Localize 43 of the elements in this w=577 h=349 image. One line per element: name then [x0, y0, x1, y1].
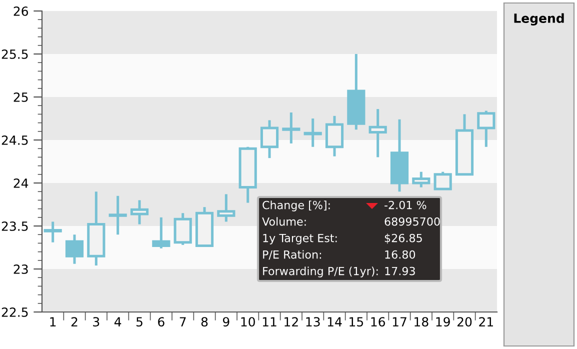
x-tick-label: 4 — [114, 317, 122, 326]
annotation: 1y Target Est: — [263, 234, 337, 244]
x-tick-label: 13 — [306, 317, 320, 327]
x-tick-label: 6 — [158, 317, 164, 327]
annotation: $26.85 — [384, 234, 422, 244]
x-tick-label: 12 — [284, 317, 298, 326]
annotation: -2.01 % — [384, 200, 426, 210]
annotation: P/E Ration: — [263, 250, 322, 260]
x-tick-label: 18 — [414, 317, 428, 327]
y-tick-label: 25.5 — [2, 49, 28, 59]
y-tick-label: 22.5 — [2, 307, 28, 317]
x-tick-label: 19 — [436, 317, 450, 327]
x-tick-label: 5 — [136, 317, 142, 327]
candlestick — [217, 192, 236, 223]
x-tick-label: 17 — [392, 317, 406, 326]
x-tick-label: 8 — [201, 317, 208, 327]
annotation: 68995700 — [384, 217, 440, 226]
x-tick-label: 7 — [180, 317, 186, 326]
y-tick-label: 26 — [14, 6, 28, 16]
candlestick — [65, 233, 84, 266]
x-tick-label: 2 — [71, 317, 78, 326]
x-tick-label: 20 — [457, 317, 472, 327]
y-tick-label: 24 — [14, 178, 28, 188]
y-tick-label: 25 — [14, 92, 28, 102]
y-tick-label: 23 — [14, 264, 28, 274]
annotation: 17.93 — [385, 266, 415, 276]
annotation: 16.80 — [385, 250, 416, 259]
x-tick-label: 10 — [241, 317, 255, 327]
x-tick-label: 21 — [479, 317, 493, 326]
x-tick-label: 15 — [350, 317, 364, 327]
legend-title: Legend — [514, 13, 564, 26]
x-tick-label: 14 — [328, 317, 342, 326]
annotation: Forwarding P/E (1yr): — [263, 266, 378, 278]
annotation: Volume: — [262, 217, 306, 226]
candlestick — [152, 216, 170, 250]
x-tick-label: 11 — [262, 317, 276, 326]
annotation: Change [%]: — [262, 200, 330, 212]
x-tick-label: 9 — [222, 317, 230, 327]
y-tick-label: 24.5 — [2, 135, 28, 145]
y-tick-label: 23.5 — [2, 221, 28, 231]
x-tick-label: 16 — [371, 317, 385, 327]
x-tick-label: 1 — [50, 317, 56, 326]
x-tick-label: 3 — [93, 317, 100, 327]
